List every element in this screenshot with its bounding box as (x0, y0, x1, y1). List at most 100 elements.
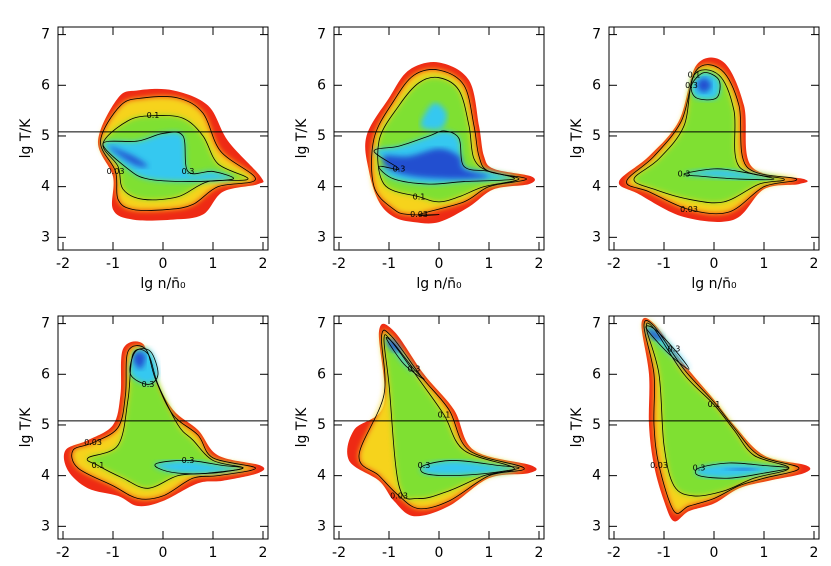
x-tick-label: 1 (760, 545, 769, 561)
y-axis-title: lg T/K (569, 407, 585, 447)
x-tick-label: 2 (810, 545, 819, 561)
density-region (683, 168, 774, 180)
contour-label: 0.03 (84, 438, 102, 447)
contour-label: 0.3 (182, 456, 195, 465)
contour-lines: 0.030.10.30.3 (626, 64, 797, 215)
y-tick-label: 4 (317, 468, 326, 484)
x-tick-label: 2 (535, 545, 544, 561)
y-tick-label: 7 (41, 316, 50, 332)
x-tick-label: -1 (657, 256, 671, 272)
contour-line (690, 72, 721, 101)
x-axis-title: lg n/n̄₀ (691, 276, 737, 292)
contour-label: 0.03 (107, 167, 125, 176)
contour-label: 0.3 (693, 464, 706, 473)
contour-line (371, 69, 527, 216)
contour-label: 0.1 (708, 400, 721, 409)
contour-lines: 0.03 0.1 0.3 (371, 69, 527, 219)
x-tick-label: -1 (382, 545, 396, 561)
contour-label: 0.03 (410, 210, 428, 219)
contour-line (683, 168, 775, 181)
density-region (420, 102, 447, 130)
contour-label: 0.03 (390, 491, 408, 500)
y-tick-label: 6 (317, 77, 326, 93)
density-region (154, 460, 244, 474)
contour-line (129, 348, 159, 385)
density-region (87, 349, 244, 489)
x-tick-label: 2 (810, 256, 819, 272)
contour-label: 0.3 (408, 365, 421, 374)
density-region (696, 77, 712, 93)
panel: 0.03 0.1 0.3 -2 -1 0 1 2 3 4 5 6 7 lg n/n̄₀ lg T/K (294, 26, 545, 292)
y-tick-label: 3 (317, 518, 326, 534)
contour-line (643, 320, 800, 514)
contour-line (86, 348, 244, 489)
x-tick-label: -2 (332, 545, 346, 561)
contour-line (102, 131, 235, 182)
density-region (132, 351, 146, 370)
x-tick-label: -1 (382, 256, 396, 272)
x-tick-label: -1 (106, 256, 120, 272)
x-tick-label: 2 (259, 545, 268, 561)
contour-line (154, 459, 244, 475)
y-tick-label: 3 (41, 518, 50, 534)
y-tick-label: 5 (317, 417, 326, 433)
y-tick-label: 4 (592, 179, 601, 195)
contour-label: 0.3 (393, 164, 406, 173)
y-axis-title: lg T/K (294, 118, 310, 158)
x-tick-label: 0 (710, 545, 719, 561)
contour-label: 0.1 (147, 111, 160, 120)
y-tick-label: 7 (592, 316, 601, 332)
density-region (383, 334, 515, 500)
density-region (382, 148, 490, 180)
contour-label: 0.1 (688, 71, 701, 80)
density-fills (347, 323, 537, 517)
contour-line (373, 130, 515, 185)
contour-line (645, 325, 690, 370)
contour-line (633, 69, 785, 204)
density-region (633, 69, 785, 203)
y-tick-label: 3 (41, 229, 50, 245)
density-fills (618, 57, 808, 222)
x-tick-label: -2 (607, 256, 621, 272)
density-fills (63, 341, 265, 507)
x-tick-label: -2 (332, 256, 346, 272)
y-axis-title: lg T/K (569, 118, 585, 158)
y-tick-label: 6 (41, 77, 50, 93)
contour-line (645, 322, 790, 497)
contour-label: 0.1 (438, 410, 451, 419)
contour-label: 0.3 (142, 380, 155, 389)
contour-lines: 0.030.10.30.3 (643, 320, 800, 514)
density-region (724, 468, 759, 471)
contour-lines: 0.03 0.1 0.3 (100, 96, 256, 211)
y-tick-label: 7 (317, 316, 326, 332)
y-tick-label: 7 (317, 27, 326, 43)
contour-lines: 0.030.10.30.3 (71, 345, 256, 500)
y-tick-label: 4 (41, 468, 50, 484)
x-tick-label: 0 (159, 256, 168, 272)
contour-label: 0.3 (678, 169, 691, 178)
y-axis-title: lg T/K (294, 407, 310, 447)
x-tick-label: 0 (159, 545, 168, 561)
x-tick-label: 0 (710, 256, 719, 272)
contour-line (358, 329, 525, 510)
contour-line (71, 345, 256, 500)
x-tick-label: -2 (56, 256, 70, 272)
contour-line (420, 460, 520, 477)
contour-label: 0.3 (418, 461, 431, 470)
density-fills (97, 88, 264, 221)
contour-lines: 0.03 0.1 0.3 0.3 (358, 329, 525, 510)
y-tick-label: 6 (592, 366, 601, 382)
y-axis-title: lg T/K (18, 118, 34, 158)
x-tick-label: -1 (106, 545, 120, 561)
y-tick-label: 7 (41, 27, 50, 43)
panel: 0.03 0.1 0.3 -2 -1 0 1 2 3 4 5 6 7 lg n/n̄₀ lg T/K (18, 26, 269, 292)
y-tick-label: 3 (592, 518, 601, 534)
y-tick-label: 6 (41, 366, 50, 382)
contour-label: 0.3 (182, 167, 195, 176)
y-tick-label: 4 (41, 179, 50, 195)
x-tick-label: 2 (535, 256, 544, 272)
x-axis-title: lg n/n̄₀ (140, 276, 186, 292)
